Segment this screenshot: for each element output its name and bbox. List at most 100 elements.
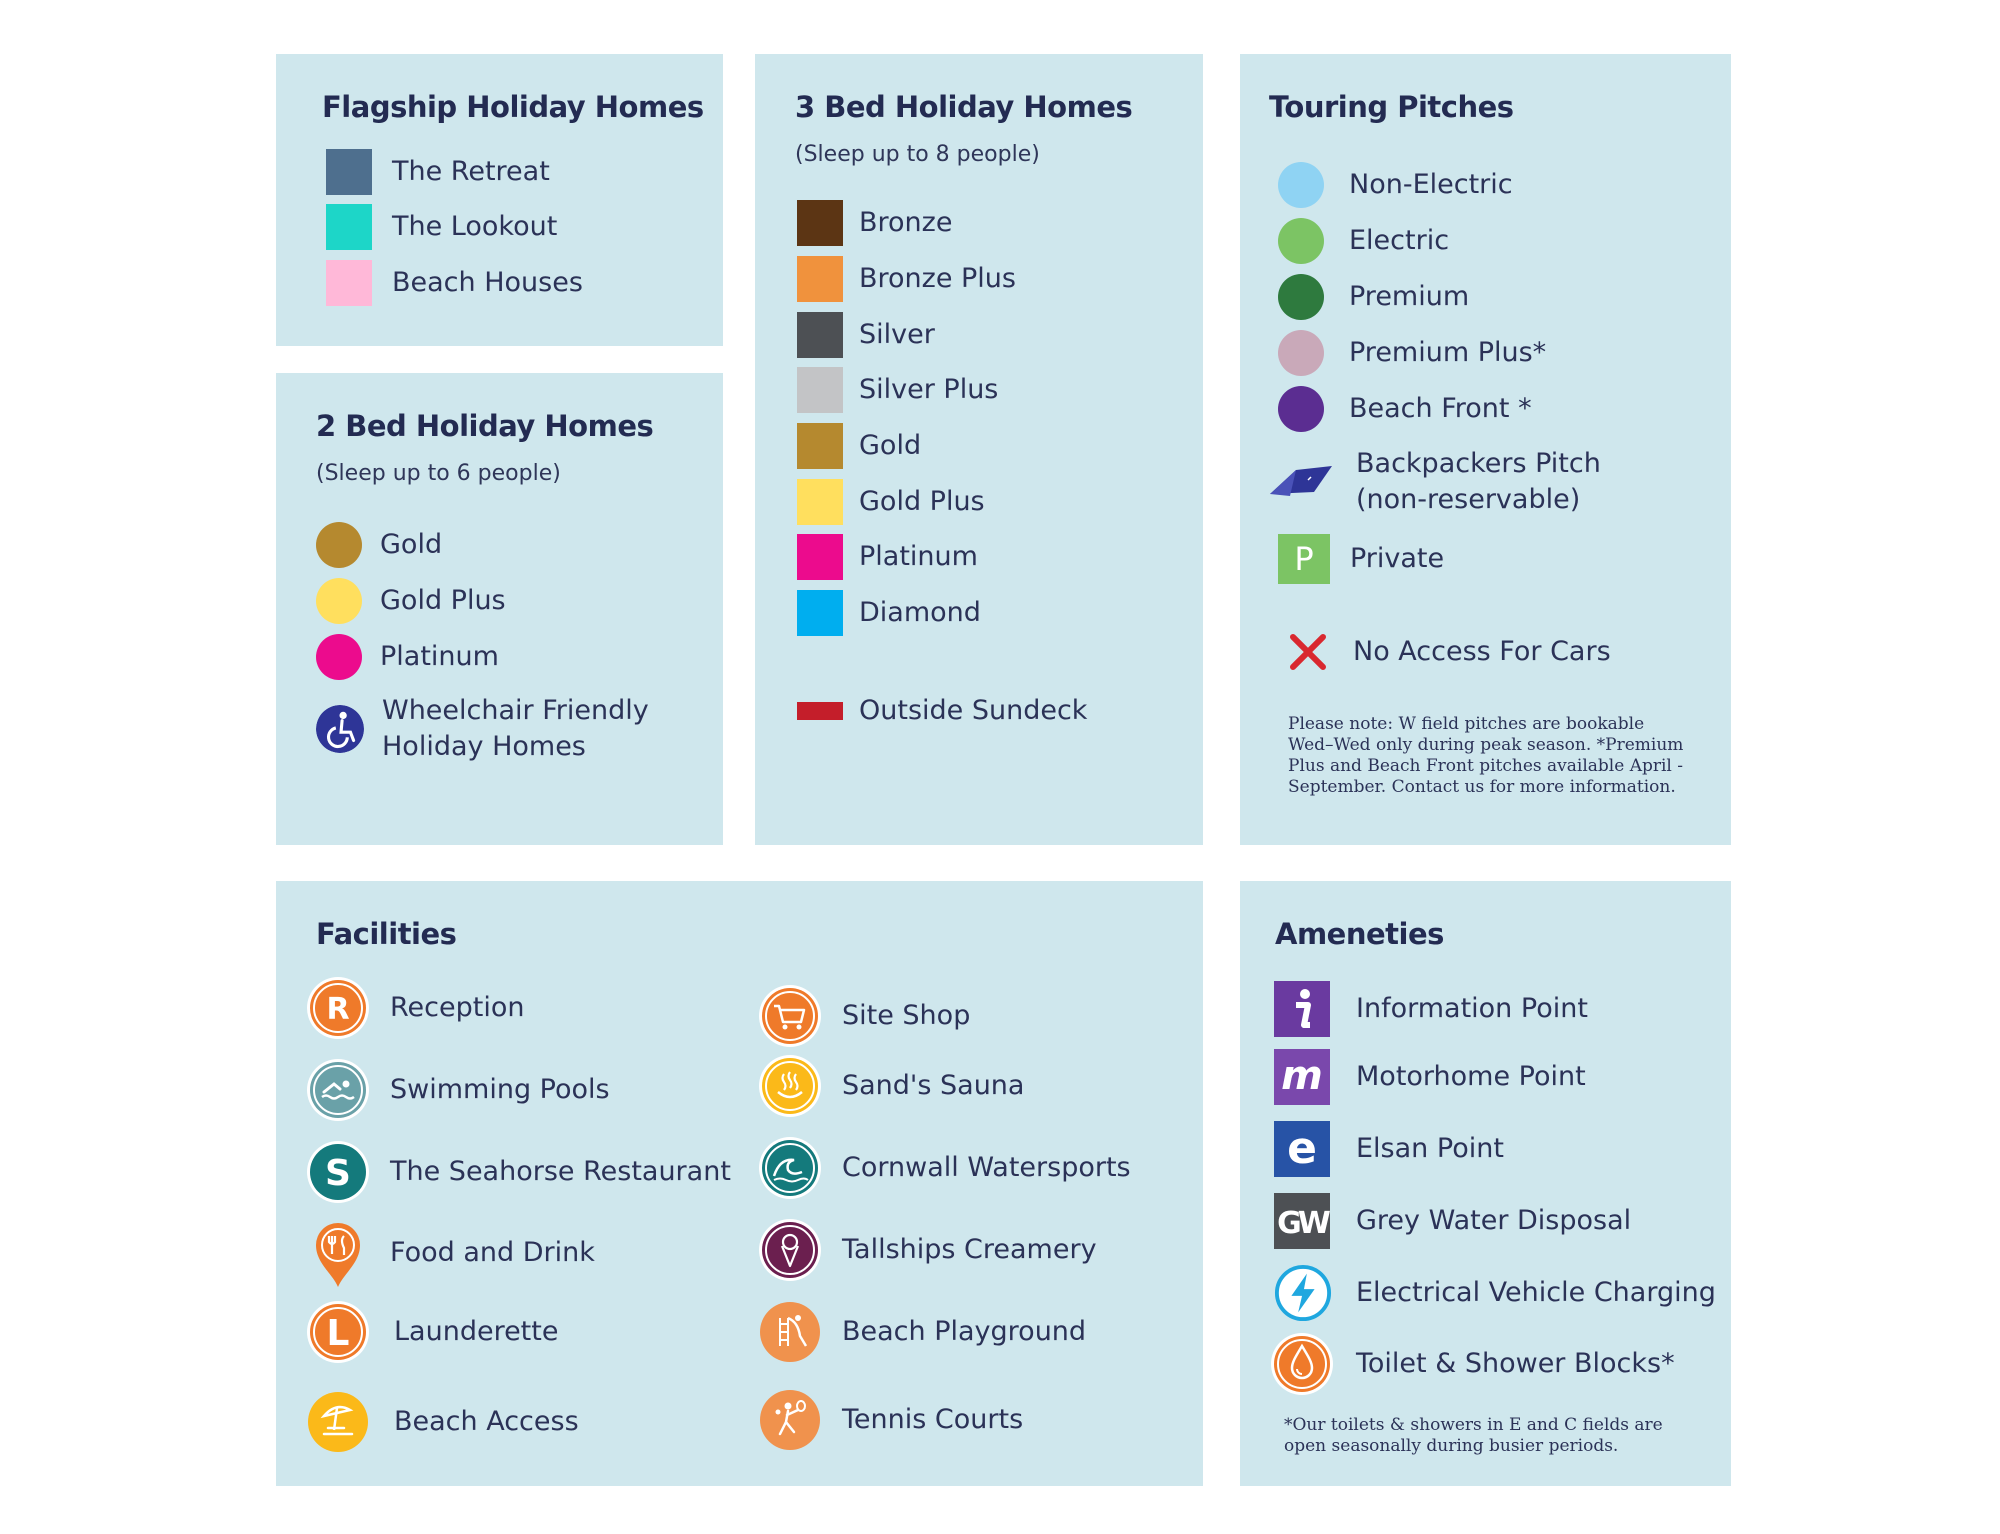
color-dot — [316, 522, 362, 568]
legend-label: Gold Plus — [380, 584, 506, 616]
facilities-panel: Facilities R Reception Swimming Pools S … — [276, 881, 1203, 1486]
amenity-toilet-shower-blocks: Toilet & Shower Blocks* — [1270, 1331, 1675, 1397]
water-drop-icon — [1271, 1333, 1333, 1395]
amenity-label: Information Point — [1356, 992, 1588, 1024]
motorhome-letter: m — [1281, 1053, 1323, 1099]
facility-site-shop: Site Shop — [758, 983, 970, 1049]
panel-title: Facilities — [316, 917, 457, 951]
facility-swimming-pools: Swimming Pools — [306, 1057, 610, 1123]
wave-icon — [759, 1137, 821, 1199]
panel-title: 2 Bed Holiday Homes — [316, 409, 654, 443]
legend-item-private: P Private — [1278, 534, 1444, 584]
legend-item-premium: Premium — [1278, 274, 1469, 320]
launderette-letter: L — [327, 1313, 350, 1354]
wheelchair-icon — [316, 705, 364, 753]
color-dot — [1278, 274, 1324, 320]
motorhome-point-icon: m — [1274, 1049, 1330, 1105]
grey-water-icon: GW — [1274, 1193, 1330, 1249]
legend-label: Beach Front * — [1349, 392, 1532, 424]
legend-label: Non-Electric — [1349, 168, 1513, 200]
legend-label: Outside Sundeck — [859, 694, 1088, 726]
facility-label: Site Shop — [842, 999, 971, 1031]
legend-item-the-retreat: The Retreat — [326, 149, 550, 195]
color-dot — [1278, 218, 1324, 264]
legend-label: Diamond — [859, 596, 981, 628]
facility-launderette: L Launderette — [306, 1299, 558, 1365]
facility-beach-playground: Beach Playground — [758, 1299, 1086, 1365]
facility-sands-sauna: Sand's Sauna — [758, 1053, 1024, 1119]
legend-label: Silver Plus — [859, 373, 999, 405]
private-p-icon: P — [1278, 534, 1330, 584]
reception-icon: R — [307, 977, 369, 1039]
legend-item-gold-plus: Gold Plus — [316, 578, 506, 624]
panel-title: Flagship Holiday Homes — [322, 90, 704, 124]
amenity-label: Grey Water Disposal — [1356, 1204, 1632, 1236]
reception-letter: R — [326, 992, 349, 1027]
facility-label: Reception — [390, 991, 525, 1023]
ice-cream-icon — [759, 1219, 821, 1281]
color-swatch — [797, 534, 843, 580]
amenity-information-point: i Information Point — [1274, 981, 1588, 1037]
amenity-motorhome-point: m Motorhome Point — [1274, 1049, 1586, 1105]
legend-item-beach-houses: Beach Houses — [326, 260, 583, 306]
legend-item-electric: Electric — [1278, 218, 1449, 264]
three-bed-homes-panel: 3 Bed Holiday Homes (Sleep up to 8 peopl… — [755, 54, 1203, 845]
facility-label: Tennis Courts — [842, 1403, 1024, 1435]
two-bed-homes-panel: 2 Bed Holiday Homes (Sleep up to 6 peopl… — [276, 373, 723, 845]
tennis-player-icon — [760, 1390, 820, 1450]
legend-label: Platinum — [380, 640, 499, 672]
panel-title: 3 Bed Holiday Homes — [795, 90, 1133, 124]
facility-tennis-courts: Tennis Courts — [758, 1387, 1023, 1453]
legend-item-premium-plus: Premium Plus* — [1278, 330, 1546, 376]
color-swatch — [797, 312, 843, 358]
color-dot — [1278, 330, 1324, 376]
facility-seahorse-restaurant: S The Seahorse Restaurant — [306, 1139, 731, 1205]
panel-title: Ameneties — [1275, 917, 1444, 951]
facility-tallships-creamery: Tallships Creamery — [758, 1217, 1097, 1283]
color-swatch — [326, 149, 372, 195]
legend-label-line1: Wheelchair Friendly — [382, 694, 649, 726]
legend-item-silver: Silver — [797, 312, 935, 358]
legend-item-gold-plus: Gold Plus — [797, 479, 985, 525]
sundeck-swatch — [797, 702, 843, 720]
legend-label: Private — [1350, 542, 1445, 574]
information-icon: i — [1274, 981, 1330, 1037]
touring-note: Please note: W field pitches are bookabl… — [1288, 714, 1684, 797]
panel-subtitle: (Sleep up to 6 people) — [316, 461, 561, 486]
color-swatch — [797, 367, 843, 413]
legend-item-outside-sundeck: Outside Sundeck — [797, 688, 1087, 734]
tent-icon — [1270, 466, 1332, 496]
ameneties-note: *Our toilets & showers in E and C fields… — [1284, 1415, 1663, 1456]
facility-label: Beach Playground — [842, 1315, 1087, 1347]
amenity-label: Toilet & Shower Blocks* — [1356, 1347, 1675, 1379]
seahorse-letter: S — [325, 1153, 351, 1194]
elsan-letter: e — [1287, 1123, 1317, 1174]
legend-label: The Lookout — [392, 210, 558, 242]
panel-title: Touring Pitches — [1269, 90, 1514, 124]
facility-label: Food and Drink — [390, 1236, 595, 1268]
legend-label: Gold — [859, 429, 922, 461]
legend-label: The Retreat — [392, 155, 550, 187]
color-swatch — [797, 423, 843, 469]
seahorse-restaurant-icon: S — [307, 1141, 369, 1203]
legend-label: Bronze Plus — [859, 262, 1016, 294]
amenity-elsan-point: e Elsan Point — [1274, 1121, 1504, 1177]
legend-item-diamond: Diamond — [797, 590, 981, 636]
legend-label: Beach Houses — [392, 266, 583, 298]
facility-label: Sand's Sauna — [842, 1069, 1025, 1101]
elsan-point-icon: e — [1274, 1121, 1330, 1177]
ameneties-panel: Ameneties i Information Point m Motorhom… — [1240, 881, 1731, 1486]
facility-label: Beach Access — [394, 1405, 579, 1437]
amenity-label: Elsan Point — [1356, 1132, 1504, 1164]
beach-umbrella-icon — [308, 1392, 368, 1452]
facility-cornwall-watersports: Cornwall Watersports — [758, 1135, 1131, 1201]
legend-item-silver-plus: Silver Plus — [797, 367, 998, 413]
flagship-homes-panel: Flagship Holiday Homes The Retreat The L… — [276, 54, 723, 346]
color-swatch — [797, 590, 843, 636]
legend-item-gold: Gold — [316, 522, 442, 568]
swimmer-icon — [307, 1059, 369, 1121]
legend-label-line2: (non-reservable) — [1356, 484, 1581, 515]
color-swatch — [326, 260, 372, 306]
facility-label: The Seahorse Restaurant — [390, 1155, 731, 1187]
color-dot — [316, 634, 362, 680]
